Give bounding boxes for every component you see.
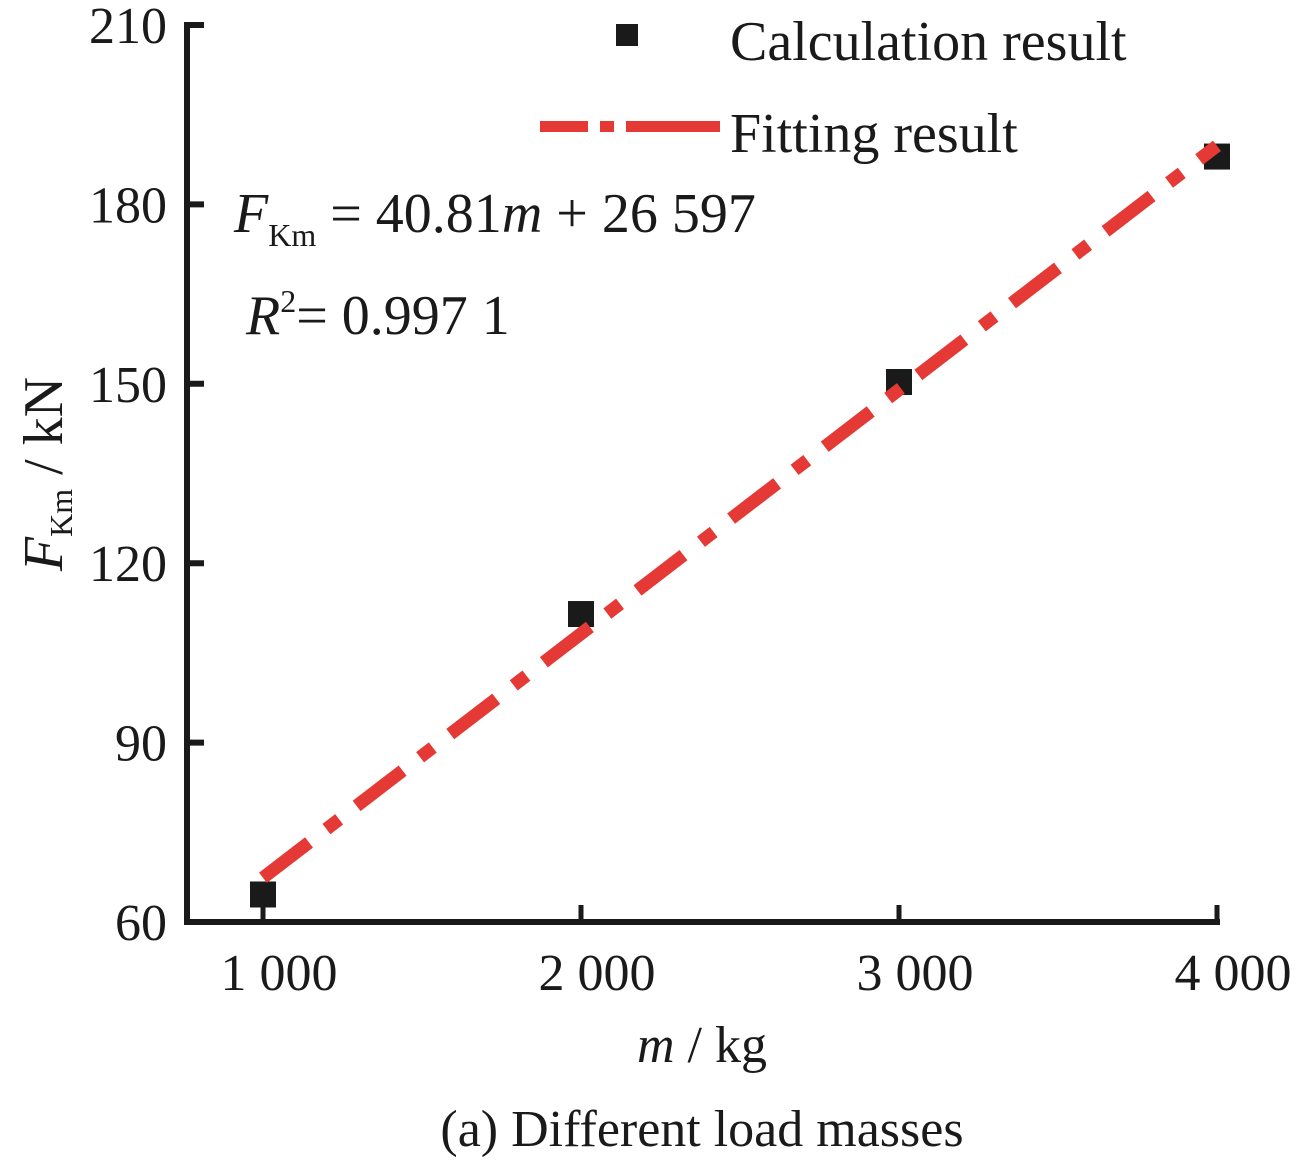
y-tick-label: 60 [115,895,167,952]
x-axis-title-unit: / kg [675,1017,767,1074]
equation-lhs-sub: Km [268,217,316,253]
y-axis-title-unit: / kN [13,377,75,489]
x-tick-label: 2 000 [539,945,656,1002]
data-point [250,881,276,908]
y-tick-label: 120 [89,536,167,593]
y-axis-title: FKm / kN [13,377,79,572]
x-axis-title: m / kg [637,1017,767,1074]
fit-line-group [259,140,1221,883]
r2-rest: = 0.997 1 [296,285,510,347]
y-axis-title-sub: Km [43,489,79,537]
x-tick-label: 3 000 [857,945,974,1002]
legend-label-fitting: Fitting result [730,103,1018,165]
points-group [250,143,1230,908]
y-tick-label: 180 [89,177,167,234]
equation-lhs-var: F [233,183,269,245]
y-axis-title-var: F [13,536,75,572]
x-tick-label: 1 000 [221,945,338,1002]
y-ticks: 60 90 120 150 180 210 [89,0,204,952]
fit-equation: FKm = 40.81m + 26 597 [233,183,756,253]
x-tick-label: 4 000 [1175,945,1292,1002]
legend: Calculation result Fitting result [540,11,1127,165]
r2-sup: 2 [280,283,296,319]
r2-var: R [245,285,280,347]
fit-line [259,140,1221,883]
axes [184,22,1220,925]
data-point [568,601,594,628]
r-squared: R2= 0.997 1 [245,283,510,347]
equation-var: m [502,183,542,245]
figure-caption: (a) Different load masses [440,1101,963,1158]
equation-rest: + 26 597 [542,183,756,245]
y-tick-label: 210 [89,0,167,55]
y-tick-label: 90 [115,716,167,773]
legend-marker-fitting [540,121,720,132]
equation-eq: = 40.81 [316,183,502,245]
x-ticks: 1 000 2 000 3 000 4 000 [221,905,1292,1002]
legend-marker-calculation [616,24,638,46]
x-axis-title-var: m [637,1017,675,1074]
legend-label-calculation: Calculation result [730,11,1127,73]
y-tick-label: 150 [89,357,167,414]
